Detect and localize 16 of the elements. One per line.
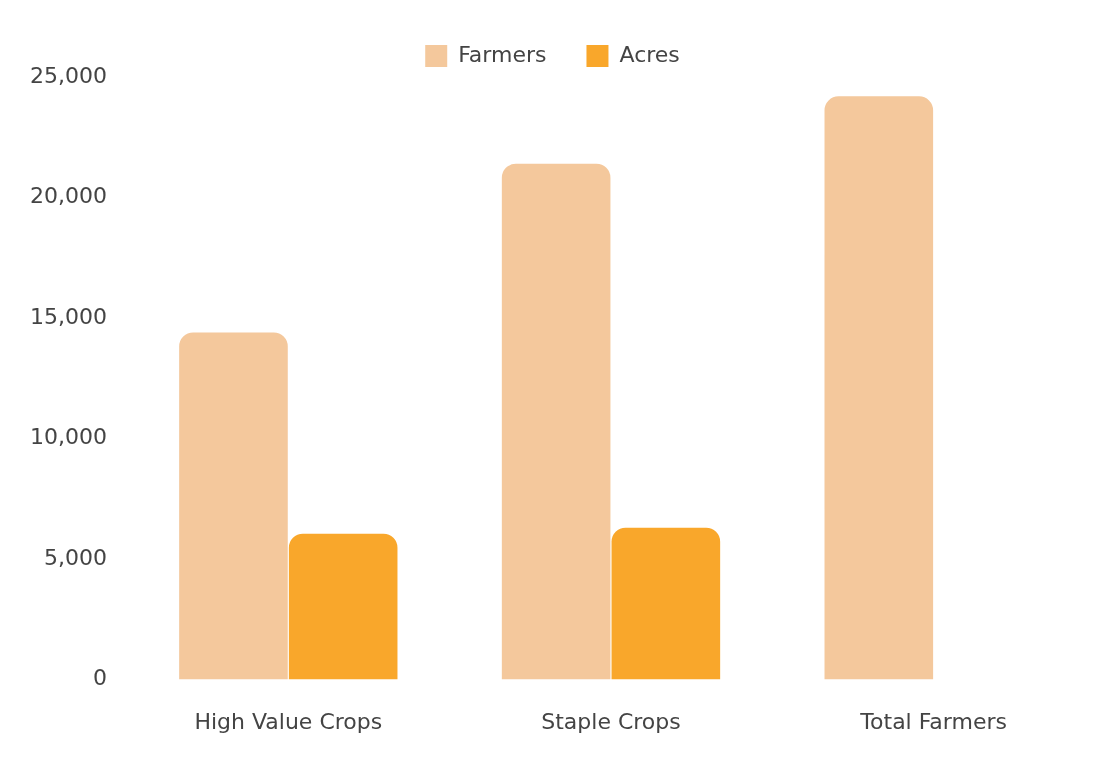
bar	[288, 533, 398, 680]
x-tick-label: Total Farmers	[859, 708, 1007, 734]
y-tick-label: 0	[92, 665, 107, 691]
bar	[179, 332, 288, 680]
y-tick-label: 10,000	[29, 424, 107, 450]
bar	[501, 163, 611, 680]
y-tick-label: 5,000	[43, 544, 107, 570]
y-tick-label: 25,000	[29, 62, 107, 88]
legend-label: Acres	[619, 41, 680, 67]
x-tick-label: High Value Crops	[194, 708, 383, 734]
x-tick-label: Staple Crops	[541, 708, 681, 734]
y-tick-label: 20,000	[29, 183, 107, 209]
bar	[824, 96, 934, 680]
bar	[611, 527, 721, 680]
y-tick-label: 15,000	[29, 303, 107, 329]
legend-label: Farmers	[458, 41, 547, 67]
